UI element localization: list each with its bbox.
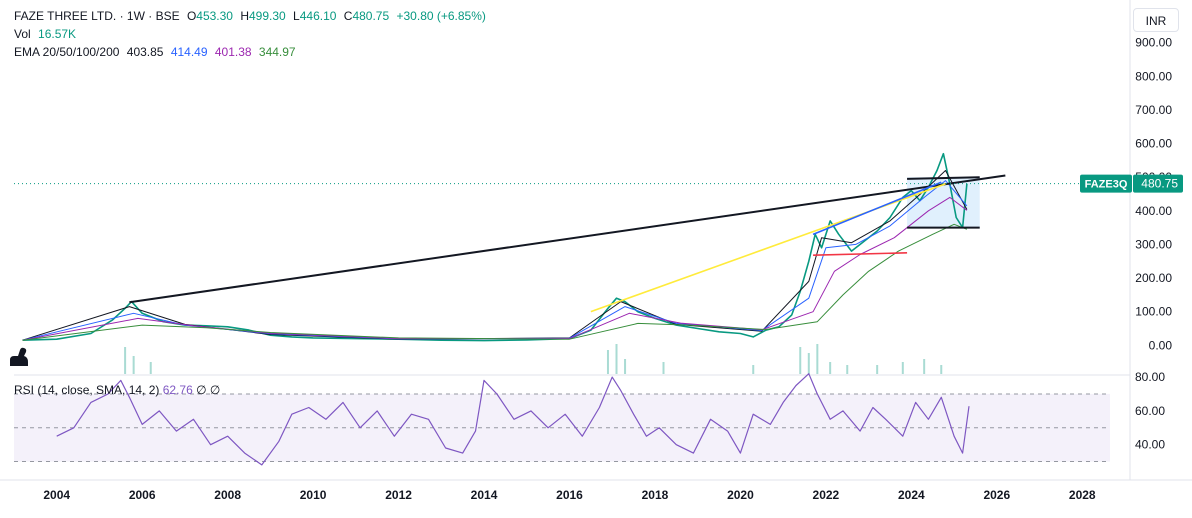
rsi-band [14, 393, 1110, 463]
time-tick-label: 2024 [898, 488, 925, 502]
volume-bar [829, 362, 832, 374]
time-tick-label: 2004 [43, 488, 70, 502]
trend-yellow-line [590, 183, 946, 313]
ema-label: EMA 20/50/100/200 [14, 45, 120, 59]
time-tick-label: 2028 [1069, 488, 1096, 502]
currency-button[interactable]: INR [1133, 8, 1179, 32]
rsi-tick-label: 40.00 [1135, 438, 1165, 452]
volume-bar [662, 362, 665, 374]
rsi-tick-label: 80.00 [1135, 370, 1165, 384]
time-tick-label: 2012 [385, 488, 412, 502]
time-tick-label: 2018 [642, 488, 669, 502]
time-tick-label: 2006 [129, 488, 156, 502]
time-tick-label: 2026 [983, 488, 1010, 502]
tradingview-logo-icon[interactable] [8, 346, 34, 373]
symbol-title[interactable]: FAZE THREE LTD. · 1W · BSE [14, 9, 180, 23]
price-tag-value: 480.75 [1141, 177, 1178, 191]
volume-bar [846, 365, 849, 374]
ema-20-value: 403.85 [126, 45, 164, 59]
ema_200-line [22, 223, 968, 341]
range-box-fill [907, 177, 980, 228]
price-tick-label: 400.00 [1135, 204, 1172, 218]
rsi-legend[interactable]: RSI (14, close, SMA, 14, 2) 62.76 ∅ ∅ [14, 383, 220, 397]
time-tick-label: 2020 [727, 488, 754, 502]
price-tag-value-bg [1133, 174, 1183, 193]
price-tick-label: 300.00 [1135, 237, 1172, 251]
high-label: H [240, 9, 249, 23]
trend-blue-line [812, 181, 942, 236]
volume-bar [124, 347, 127, 374]
price-tick-label: 100.00 [1135, 305, 1172, 319]
range-top-line [907, 176, 980, 180]
low-value: 446.10 [299, 9, 337, 23]
axes: 900.00800.00700.00600.00500.00400.00300.… [43, 36, 1183, 502]
support-red-line [813, 252, 908, 256]
volume-bar [799, 347, 802, 374]
ema-200-value: 344.97 [258, 45, 296, 59]
ema_50-line [22, 180, 968, 341]
time-tick-label: 2016 [556, 488, 583, 502]
change-value: +30.80 (+6.85%) [396, 9, 486, 23]
volume-bar [876, 365, 879, 374]
volume-label: Vol [14, 27, 31, 41]
volume-value: 16.57K [38, 27, 77, 41]
volume-bars [124, 344, 943, 374]
time-tick-label: 2010 [300, 488, 327, 502]
volume-bar [923, 359, 926, 374]
volume-legend[interactable]: Vol 16.57K [14, 26, 80, 42]
volume-bar [752, 365, 755, 374]
ema_100-line [22, 196, 968, 341]
rsi-label: RSI (14, close, SMA, 14, 2) [14, 383, 160, 397]
price-tick-label: 200.00 [1135, 271, 1172, 285]
price-tick-label: 800.00 [1135, 69, 1172, 83]
volume-bar [615, 344, 618, 374]
ema-legend[interactable]: EMA 20/50/100/200 403.85 414.49 401.38 3… [14, 44, 300, 60]
price-tag-symbol-bg [1080, 174, 1132, 193]
close-line [22, 152, 968, 342]
volume-bar [807, 353, 810, 374]
open-label: O [186, 9, 197, 23]
rsi-line [56, 373, 970, 466]
rsi-extra-1: ∅ [196, 383, 207, 397]
ema-100-value: 401.38 [214, 45, 252, 59]
rsi-extra-2: ∅ [209, 383, 221, 397]
price-tick-label: 0.00 [1149, 338, 1173, 352]
rsi-value: 62.76 [162, 383, 193, 397]
price-tag-symbol: FAZE3Q [1085, 179, 1128, 191]
rsi-tick-label: 60.00 [1135, 404, 1165, 418]
price-tick-label: 900.00 [1135, 36, 1172, 50]
price-tick-label: 700.00 [1135, 103, 1172, 117]
trend-lines [14, 174, 1130, 313]
open-value: 453.30 [196, 9, 233, 23]
volume-bar [940, 365, 943, 374]
volume-bar [816, 344, 819, 374]
close-label: C [343, 9, 353, 23]
time-tick-label: 2008 [214, 488, 241, 502]
time-tick-label: 2022 [813, 488, 840, 502]
volume-bar [606, 350, 609, 374]
high-value: 499.30 [249, 9, 286, 23]
time-tick-label: 2014 [471, 488, 498, 502]
range-box [907, 177, 980, 228]
volume-bar [149, 362, 152, 374]
price-tick-label: 600.00 [1135, 137, 1172, 151]
close-value: 480.75 [352, 9, 390, 23]
symbol-legend: FAZE THREE LTD. · 1W · BSE O453.30 H499.… [14, 8, 490, 24]
low-label: L [293, 9, 300, 23]
grid [0, 0, 1192, 481]
volume-bar [901, 362, 904, 374]
volume-bar [624, 359, 627, 374]
volume-bar [132, 356, 135, 374]
ema-50-value: 414.49 [170, 45, 208, 59]
trend-long-line [129, 174, 1006, 304]
